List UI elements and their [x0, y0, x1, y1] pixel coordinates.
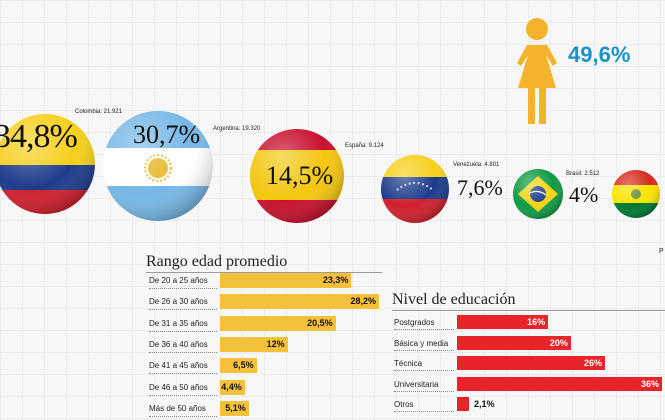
- row-leader-dots: [394, 390, 454, 392]
- education-bar: [457, 315, 549, 329]
- age-value-label: 20,5%: [307, 317, 333, 328]
- row-leader-dots: [149, 373, 217, 375]
- education-bar: [457, 397, 469, 411]
- age-bar: [220, 358, 257, 374]
- row-leader-dots: [394, 370, 454, 371]
- age-category-label: De 36 a 40 años: [149, 339, 208, 349]
- education-value-label: 20%: [549, 337, 568, 348]
- education-category-label: Universitaria: [394, 379, 439, 389]
- age-bar: [220, 273, 352, 288]
- education-category-label: Básica y media: [394, 338, 449, 348]
- education-category-label: Postgrados: [394, 318, 435, 327]
- brazil-flag: [513, 169, 563, 219]
- education-value-label: 2,1%: [474, 399, 495, 409]
- spain-count: España: 9.124: [345, 143, 384, 149]
- age-bar: [220, 400, 249, 416]
- row-leader-dots: [394, 349, 454, 351]
- brazil-percentage: 4%: [569, 182, 599, 207]
- age-category-label: De 41 a 45 años: [149, 361, 208, 371]
- age-value-label: 12%: [266, 338, 285, 349]
- age-value-label: 28,2%: [350, 296, 376, 307]
- education-value-label: 36%: [640, 378, 659, 389]
- row-leader-dots: [149, 351, 217, 353]
- education-bar: [457, 376, 662, 391]
- education-chart-title: Nivel de educación: [392, 291, 516, 308]
- argentina-percentage: 30,7%: [133, 120, 201, 149]
- woman-percentage: 49,6%: [568, 42, 631, 67]
- row-leader-dots: [149, 330, 217, 332]
- venezuela-flag: [381, 155, 449, 223]
- education-title-rule: [392, 310, 665, 311]
- education-value-label: 16%: [527, 317, 546, 327]
- spain-percentage: 14,5%: [266, 161, 334, 190]
- age-chart-title: Rango edad promedio: [146, 253, 288, 270]
- age-category-label: Más de 50 años: [149, 403, 206, 413]
- age-bar: [220, 294, 379, 310]
- education-value-label: 26%: [584, 358, 603, 368]
- colombia-percentage: 34,8%: [0, 118, 78, 155]
- bolivia-flag: [612, 170, 660, 218]
- age-bar: [220, 379, 245, 395]
- row-leader-dots: [394, 329, 454, 330]
- woman-icon: [517, 18, 557, 124]
- age-bar: [220, 336, 288, 352]
- age-category-label: De 31 a 35 años: [149, 318, 208, 328]
- age-value-label: 6,5%: [233, 360, 254, 371]
- education-category-label: Técnica: [394, 359, 423, 368]
- argentina-count: Argentina: 19.320: [213, 126, 261, 132]
- row-leader-dots: [149, 288, 217, 289]
- venezuela-count: Venezuela: 4.801: [453, 162, 500, 168]
- brazil-count: Brasil: 2.512: [566, 171, 600, 177]
- education-bar: [457, 356, 606, 370]
- row-leader-dots: [149, 394, 217, 396]
- row-leader-dots: [394, 411, 454, 412]
- age-category-label: De 46 a 50 años: [149, 382, 208, 392]
- education-category-label: Otros: [394, 400, 414, 409]
- age-bar: [220, 315, 336, 331]
- venezuela-percentage: 7,6%: [457, 175, 503, 200]
- education-bar: [457, 335, 571, 350]
- row-leader-dots: [149, 415, 217, 417]
- age-category-label: De 26 a 30 años: [149, 297, 208, 307]
- age-value-label: 23,3%: [322, 275, 349, 285]
- age-category-label: De 20 a 25 años: [149, 276, 208, 285]
- cut-off-label: P: [659, 248, 664, 255]
- age-value-label: 5,1%: [225, 402, 246, 413]
- row-leader-dots: [149, 309, 217, 311]
- age-title-rule: [146, 272, 382, 273]
- colombia-count: Colombia: 21.921: [75, 109, 123, 115]
- age-value-label: 4,4%: [221, 381, 242, 392]
